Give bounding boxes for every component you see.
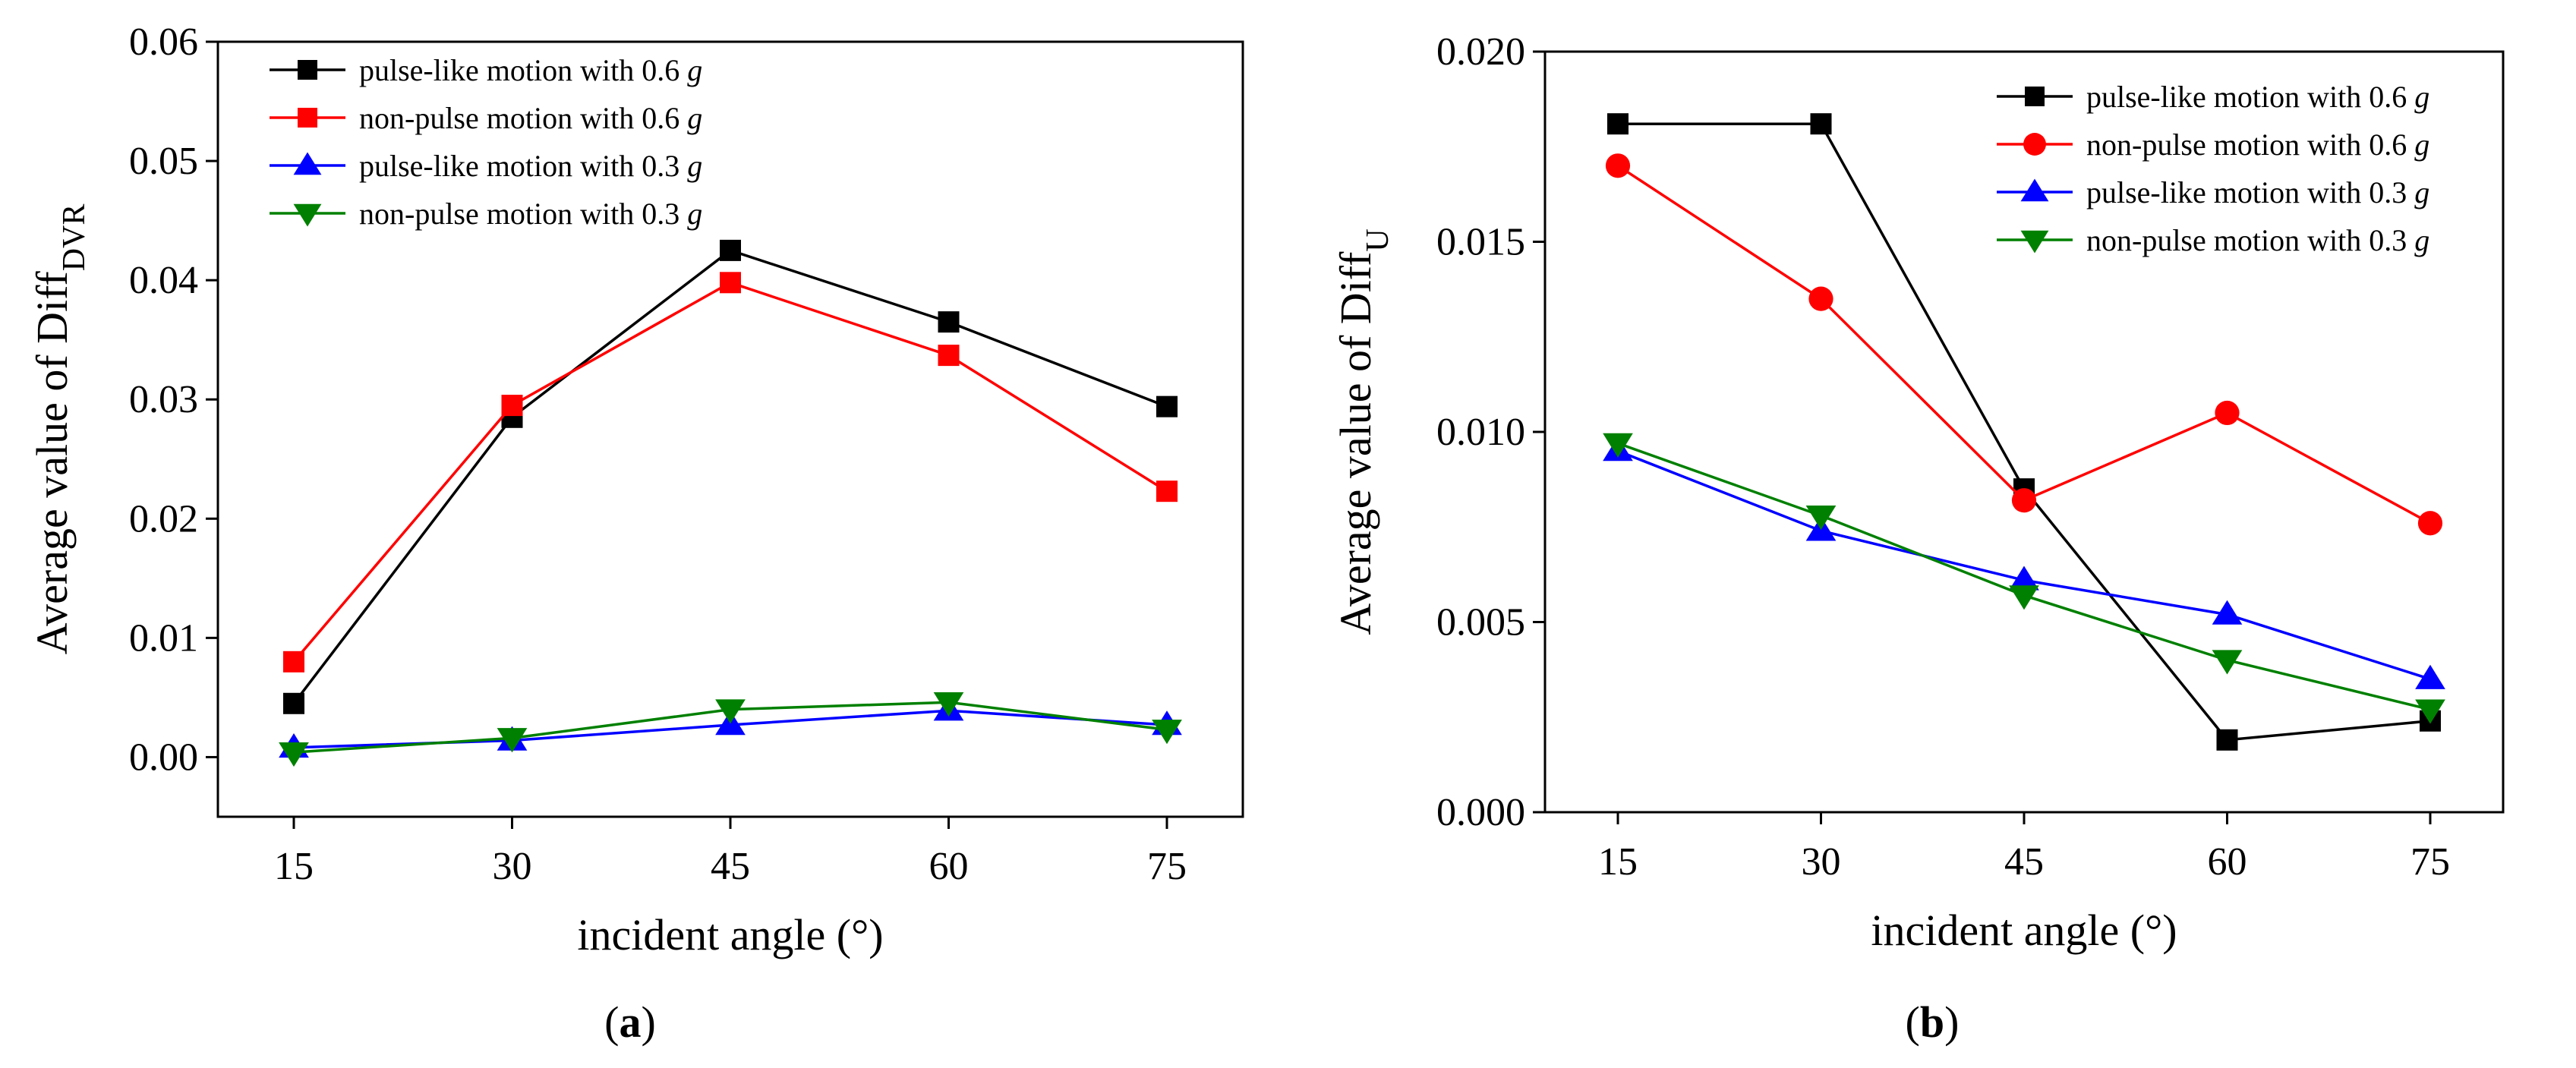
x-axis-title: incident angle (°) — [577, 910, 883, 959]
data-point — [1607, 113, 1629, 135]
x-tick-label: 75 — [2410, 840, 2450, 884]
series-4 — [1603, 433, 2445, 724]
x-tick-label: 60 — [2208, 840, 2247, 884]
y-tick-label: 0.02 — [129, 497, 198, 540]
data-point — [2215, 400, 2240, 426]
legend-marker — [2020, 230, 2049, 254]
y-tick-label: 0.05 — [129, 140, 198, 183]
legend: pulse-like motion with 0.6 g non-pulse mo… — [270, 53, 702, 231]
series-line — [1617, 164, 2431, 525]
x-axis-title: incident angle (°) — [1871, 906, 2177, 955]
data-point — [938, 345, 960, 367]
data-point — [497, 728, 528, 753]
y-axis-title: Average value of DiffU — [1331, 228, 1395, 635]
data-point — [501, 395, 523, 417]
x-tick-label: 30 — [1802, 840, 1841, 884]
panel-label: (a) — [604, 997, 656, 1047]
legend-label: pulse-like motion with 0.3 g — [2086, 175, 2429, 210]
series-2 — [1605, 153, 2443, 536]
data-point — [1605, 153, 1631, 178]
legend-marker — [2020, 178, 2049, 202]
legend-label: non-pulse motion with 0.3 g — [2086, 223, 2429, 257]
legend-marker — [2023, 133, 2046, 156]
data-point — [720, 239, 741, 261]
series-3 — [1603, 436, 2445, 689]
series-line — [292, 248, 1168, 704]
legend-label: non-pulse motion with 0.3 g — [359, 197, 702, 231]
data-point — [1810, 113, 1832, 135]
data-point — [715, 699, 746, 724]
data-point — [2415, 699, 2445, 724]
chart-panel-a: 0.00 0.01 0.02 0.03 0.04 0.05 0.06 15 30 45 60 75 in… — [27, 20, 1244, 1047]
series-line — [1618, 122, 2431, 742]
x-tick-label: 15 — [274, 845, 314, 888]
legend-marker — [298, 60, 317, 80]
legend-label: pulse-like motion with 0.3 g — [359, 149, 702, 183]
data-point — [938, 311, 960, 333]
data-point — [2417, 511, 2443, 536]
data-point — [2011, 488, 2037, 513]
legend-marker — [2025, 87, 2045, 106]
plot-frame — [1543, 50, 2505, 814]
y-tick-label: 0.010 — [1436, 411, 1525, 454]
data-point — [2212, 650, 2243, 675]
legend-label: pulse-like motion with 0.6 g — [359, 53, 702, 87]
data-point — [1156, 480, 1178, 502]
x-tick-label: 60 — [929, 845, 969, 888]
series-2 — [283, 272, 1178, 673]
data-point — [1805, 505, 1837, 531]
series-1 — [283, 239, 1178, 714]
data-point — [933, 692, 964, 717]
data-point — [1603, 433, 1633, 458]
y-tick-label: 0.00 — [129, 736, 198, 779]
data-point — [720, 272, 741, 294]
data-point — [2009, 566, 2039, 591]
legend-marker — [298, 108, 317, 128]
legend-label: non-pulse motion with 0.6 g — [359, 101, 702, 135]
y-tick-label: 0.015 — [1436, 221, 1525, 264]
legend: pulse-like motion with 0.6 g non-pulse mo… — [1997, 80, 2429, 257]
x-tick-label: 45 — [2004, 840, 2044, 884]
y-axis-title: Average value of DiffDVR — [27, 204, 92, 655]
data-point — [2415, 664, 2445, 689]
series-line — [292, 281, 1168, 663]
data-point — [1152, 720, 1182, 745]
y-tick-label: 0.03 — [129, 378, 198, 421]
y-tick-label: 0.04 — [129, 259, 198, 302]
data-point — [2216, 729, 2238, 751]
y-tick-label: 0.020 — [1436, 30, 1525, 74]
data-point — [283, 692, 304, 714]
legend-label: pulse-like motion with 0.6 g — [2086, 80, 2429, 114]
y-tick-label: 0.06 — [129, 20, 198, 64]
x-tick-label: 15 — [1598, 840, 1638, 884]
chart-panel-b: 0.000 0.005 0.010 0.015 0.020 15 30 45 60 75 incid… — [1331, 30, 2505, 1047]
x-tick-label: 75 — [1147, 845, 1187, 888]
panel-label: (b) — [1906, 997, 1960, 1047]
y-tick-label: 0.005 — [1436, 601, 1525, 644]
data-point — [283, 651, 304, 673]
data-point — [1808, 286, 1833, 311]
legend-label: non-pulse motion with 0.6 g — [2086, 128, 2429, 162]
legend-marker — [293, 152, 322, 175]
data-point — [279, 742, 309, 767]
data-point — [2009, 585, 2039, 610]
series-4 — [279, 692, 1182, 767]
y-tick-label: 0.000 — [1436, 791, 1525, 834]
data-point — [1156, 395, 1178, 417]
y-tick-label: 0.01 — [129, 616, 198, 660]
data-point — [2212, 600, 2243, 625]
legend-marker — [293, 203, 322, 227]
x-tick-label: 30 — [493, 845, 532, 888]
x-tick-label: 45 — [711, 845, 750, 888]
